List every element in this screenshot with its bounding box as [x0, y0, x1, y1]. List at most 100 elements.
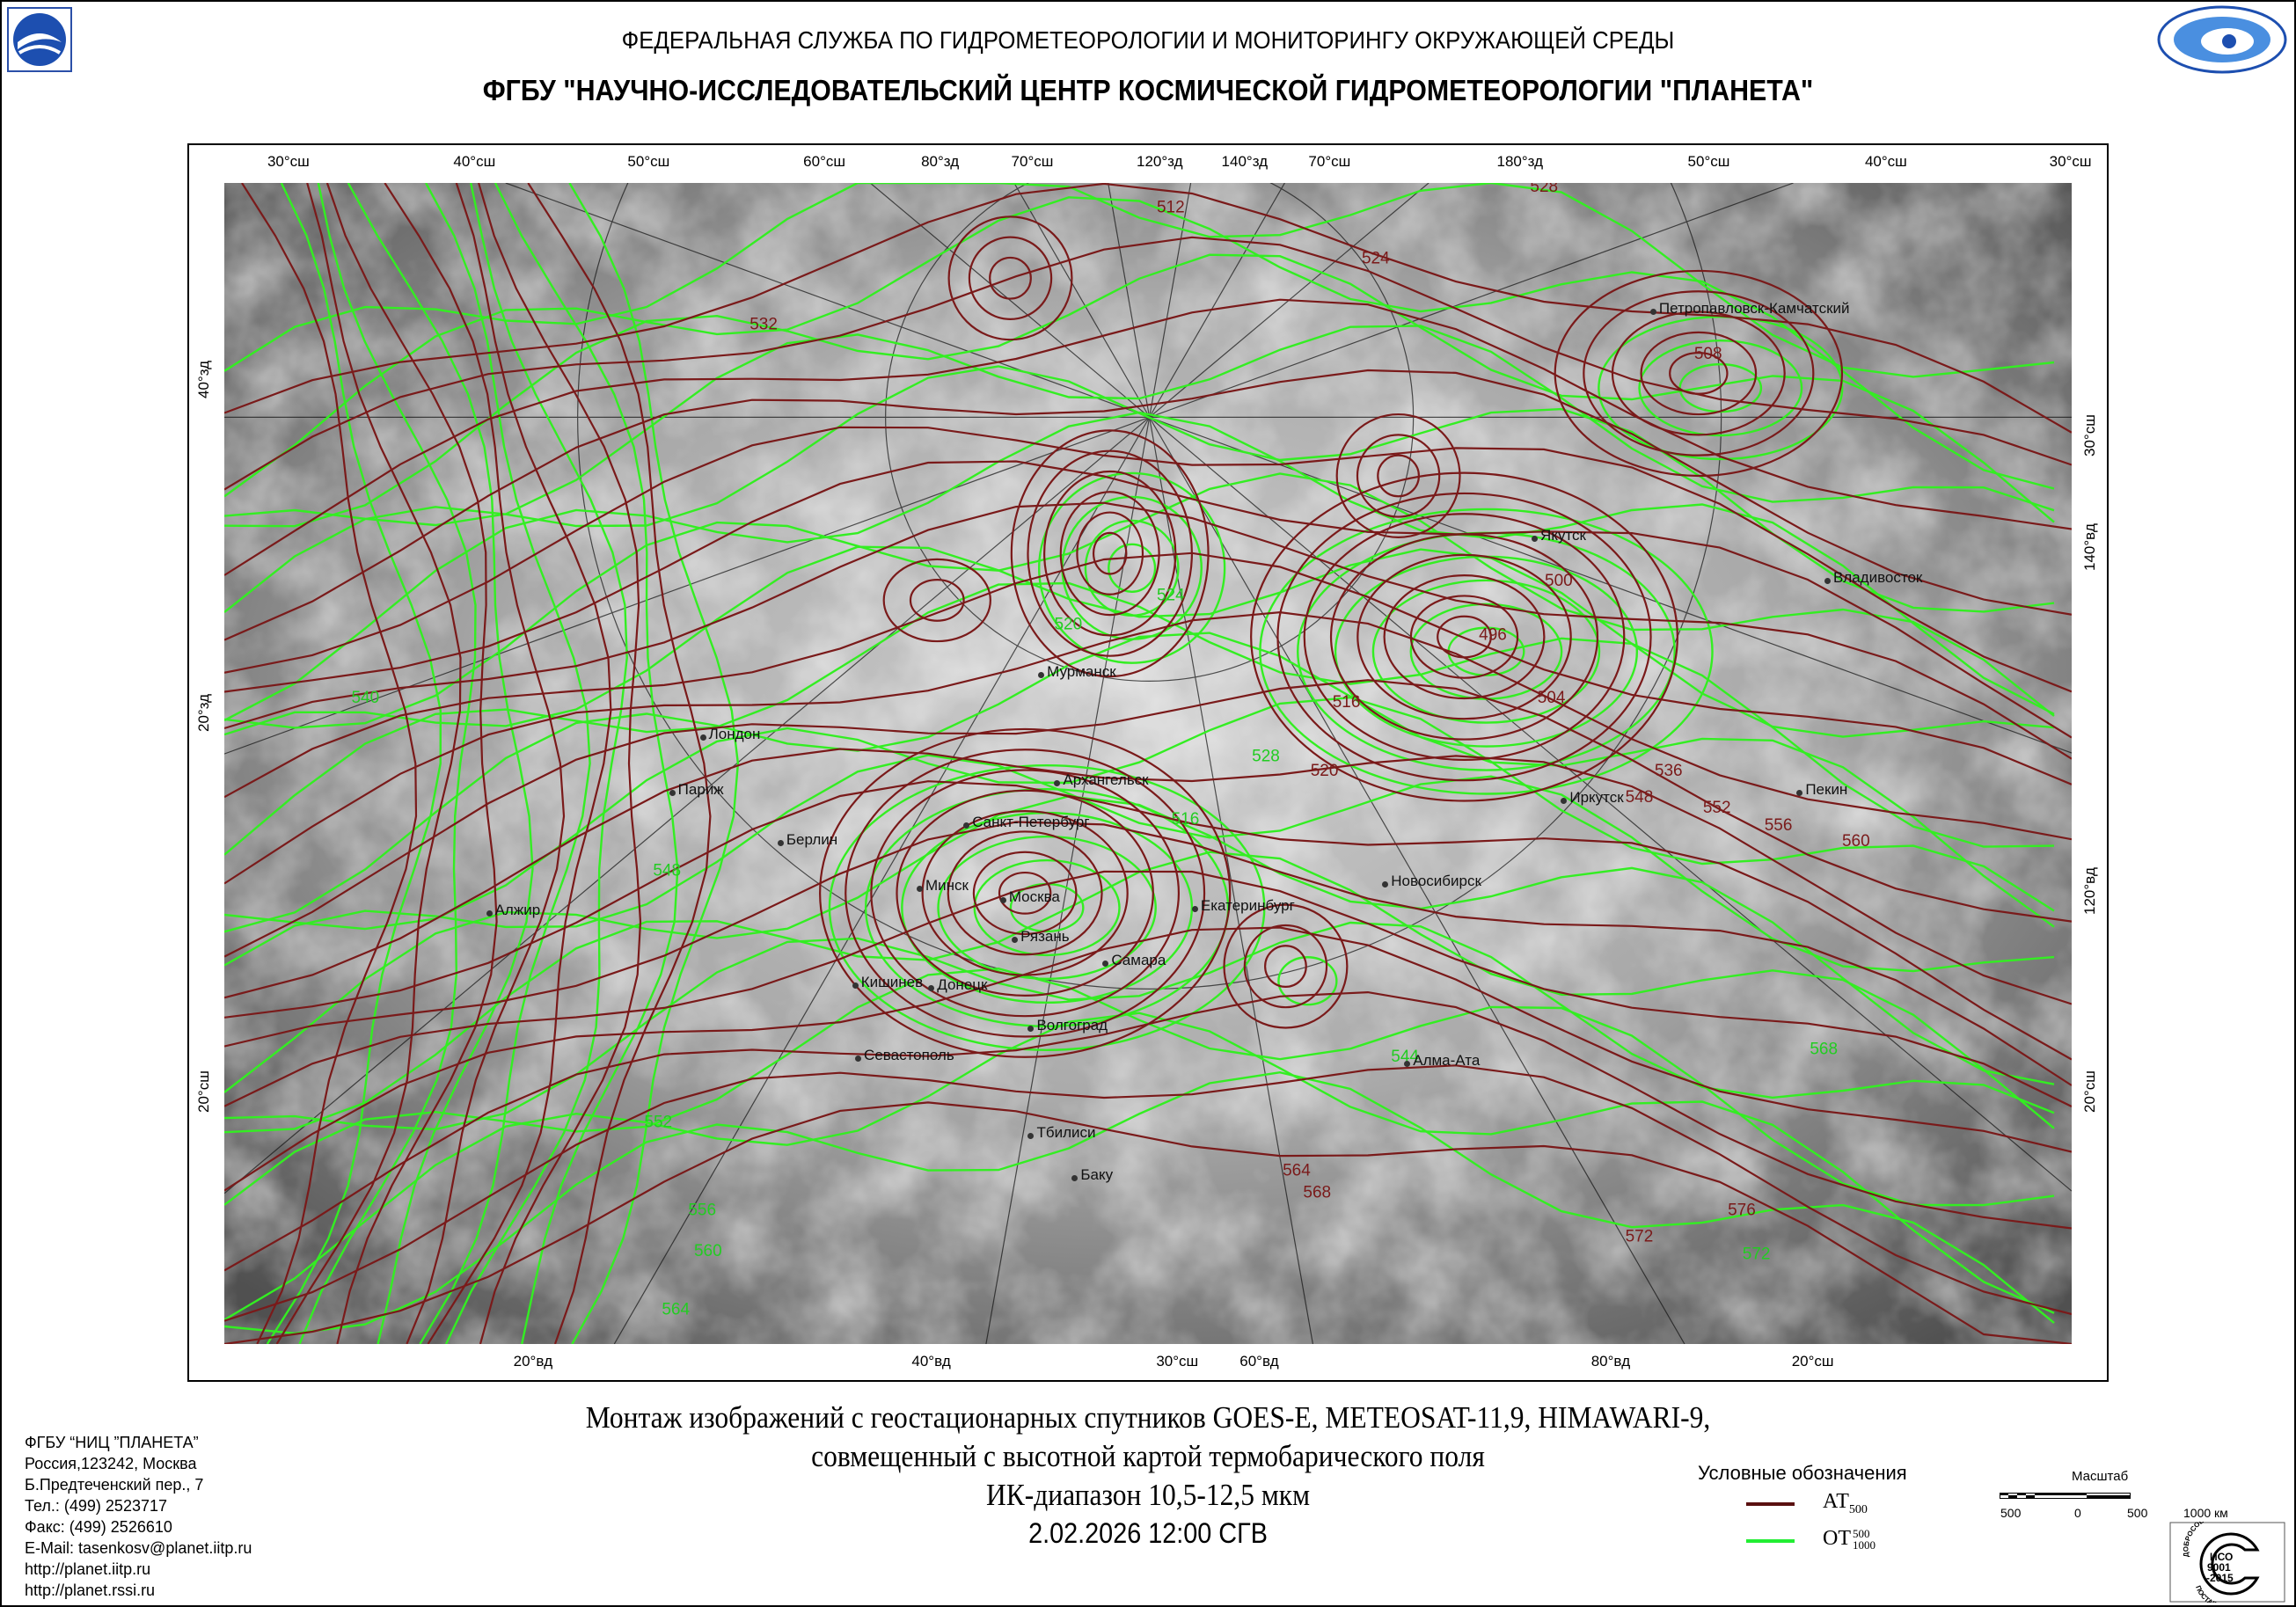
city-label: Кишинев — [860, 973, 924, 990]
at500-isohypse — [1383, 574, 1546, 700]
at500-isohypse — [224, 1101, 2072, 1344]
top-tick-label: 50°сш — [1687, 153, 1730, 170]
city-label: Алжир — [494, 901, 541, 918]
scale-label: 500 — [2000, 1506, 2022, 1520]
ot-label: 556 — [688, 1202, 716, 1220]
ot-label: 544 — [1391, 1048, 1419, 1066]
city-label: Самара — [1111, 951, 1166, 968]
city-marker — [1561, 797, 1568, 804]
legend-at-label: АТ500 — [1823, 1490, 1868, 1517]
at500-isohypse — [1092, 531, 1128, 575]
at500-label: 512 — [1157, 198, 1185, 216]
at500-label: 516 — [1333, 693, 1361, 712]
planeta-logo — [2157, 5, 2287, 74]
bottom-tick-label: 20°сш — [1791, 1353, 1834, 1370]
at500-isohypse — [1583, 290, 1815, 457]
fax: Факс: (499) 2526610 — [25, 1518, 172, 1536]
meridian-line — [224, 416, 1150, 755]
city-label: Донецк — [937, 975, 988, 993]
svg-text:ИСО: ИСО — [2210, 1551, 2233, 1563]
at500-isohypse — [1303, 513, 1626, 761]
svg-text:-2015: -2015 — [2206, 1572, 2234, 1584]
city-label: Берлин — [786, 831, 838, 849]
ot-isoline — [224, 696, 2055, 931]
ot-label: 540 — [351, 689, 379, 707]
at500-isohypse — [427, 183, 612, 1344]
at500-isohypse — [896, 789, 1154, 997]
city-marker — [1102, 960, 1109, 967]
top-tick-label: 180°зд — [1496, 153, 1544, 170]
ot-sub: 1000 — [1853, 1538, 1876, 1552]
bottom-tick-label: 40°вд — [911, 1353, 951, 1370]
city-marker — [963, 822, 970, 829]
ot-isoline — [224, 921, 2055, 1131]
address-line: Россия,123242, Москва — [25, 1455, 197, 1472]
city-marker — [1796, 790, 1803, 797]
at500-isohypse — [909, 579, 965, 622]
at500-isohypse — [241, 183, 418, 1344]
address-line: ФГБУ “НИЦ ”ПЛАНЕТА” — [25, 1434, 199, 1451]
at500-isohypse — [224, 610, 2072, 885]
city-marker — [1071, 1175, 1079, 1182]
ot-isoline — [1084, 519, 1180, 617]
top-tick-label: 30°сш — [267, 153, 310, 170]
at500-label: 520 — [1311, 762, 1339, 780]
at500-isohypse — [224, 748, 2072, 1005]
at500-isohypse — [224, 821, 2072, 1086]
at500-isohypse — [1377, 454, 1421, 498]
at500-isohypse — [1640, 331, 1758, 416]
ot-isoline — [937, 835, 1157, 981]
at500-isohypse — [1409, 595, 1519, 679]
top-tick-label: 40°сш — [453, 153, 496, 170]
city-label: Новосибирск — [1391, 872, 1481, 889]
at500-isohypse — [989, 256, 1032, 300]
city-marker — [669, 790, 676, 797]
ot-label: 572 — [1743, 1245, 1771, 1263]
satellite-map: 512 528 532 524 508 496 500 504 516 520 536 548 552 5… — [224, 183, 2072, 1344]
ot-isoline — [445, 183, 628, 1344]
ot-label: 568 — [1810, 1040, 1838, 1058]
top-tick-label: 60°сш — [803, 153, 846, 170]
bottom-tick-label: 60°вд — [1239, 1353, 1279, 1370]
ot-isoline — [494, 183, 679, 1344]
email-link[interactable]: E-Mail: tasenkosv@planet.iitp.ru — [25, 1539, 252, 1557]
scale-label: 1000 км — [2183, 1506, 2228, 1520]
caption-line-3: ИК-диапазон 10,5-12,5 мкм — [985, 1478, 1311, 1512]
city-label: Алма-Ата — [1413, 1052, 1481, 1070]
ot-isoline — [224, 325, 2055, 527]
at500-isohypse — [1250, 471, 1678, 802]
at500-isohypse — [224, 551, 2072, 799]
ot-isoline — [347, 183, 534, 1344]
city-marker — [699, 734, 706, 741]
scale-label: 500 — [2127, 1506, 2148, 1520]
city-label: Баку — [1080, 1166, 1114, 1184]
at500-isohypse — [1276, 492, 1652, 782]
at500-label: 572 — [1626, 1227, 1654, 1245]
scale-title: Масштаб — [2072, 1469, 2129, 1484]
ot-label: 520 — [1054, 616, 1082, 634]
at500-isohypse — [1264, 945, 1307, 988]
bottom-tick-label: 20°вд — [513, 1353, 553, 1370]
city-label: Пекин — [1805, 781, 1848, 799]
at500-isohypse — [972, 851, 1078, 936]
meridian-line — [985, 417, 1151, 1344]
ot-sup: 500 — [1853, 1526, 1870, 1540]
parallel-line — [885, 183, 1415, 682]
ot-isoline — [224, 967, 2055, 1207]
city-marker — [1191, 905, 1198, 912]
at-main: АТ — [1823, 1490, 1849, 1513]
datetime: 2.02.2026 12:00 СГВ — [1028, 1517, 1268, 1549]
at500-isohypse — [224, 679, 2072, 958]
website-link[interactable]: http://planet.iitp.ru — [25, 1560, 151, 1578]
at500-isohypse — [998, 871, 1052, 915]
website-link[interactable]: http://planet.rssi.ru — [25, 1581, 156, 1599]
scale-label: 0 — [2074, 1506, 2081, 1520]
at500-isohypse — [1554, 269, 1844, 478]
at500-isohypse — [1335, 413, 1461, 538]
ot-isoline — [298, 183, 477, 1344]
ot-isoline — [224, 632, 2055, 933]
at500-isohypse — [224, 183, 2072, 434]
ot-isoline — [224, 365, 2055, 613]
ot-label: 560 — [694, 1242, 722, 1260]
